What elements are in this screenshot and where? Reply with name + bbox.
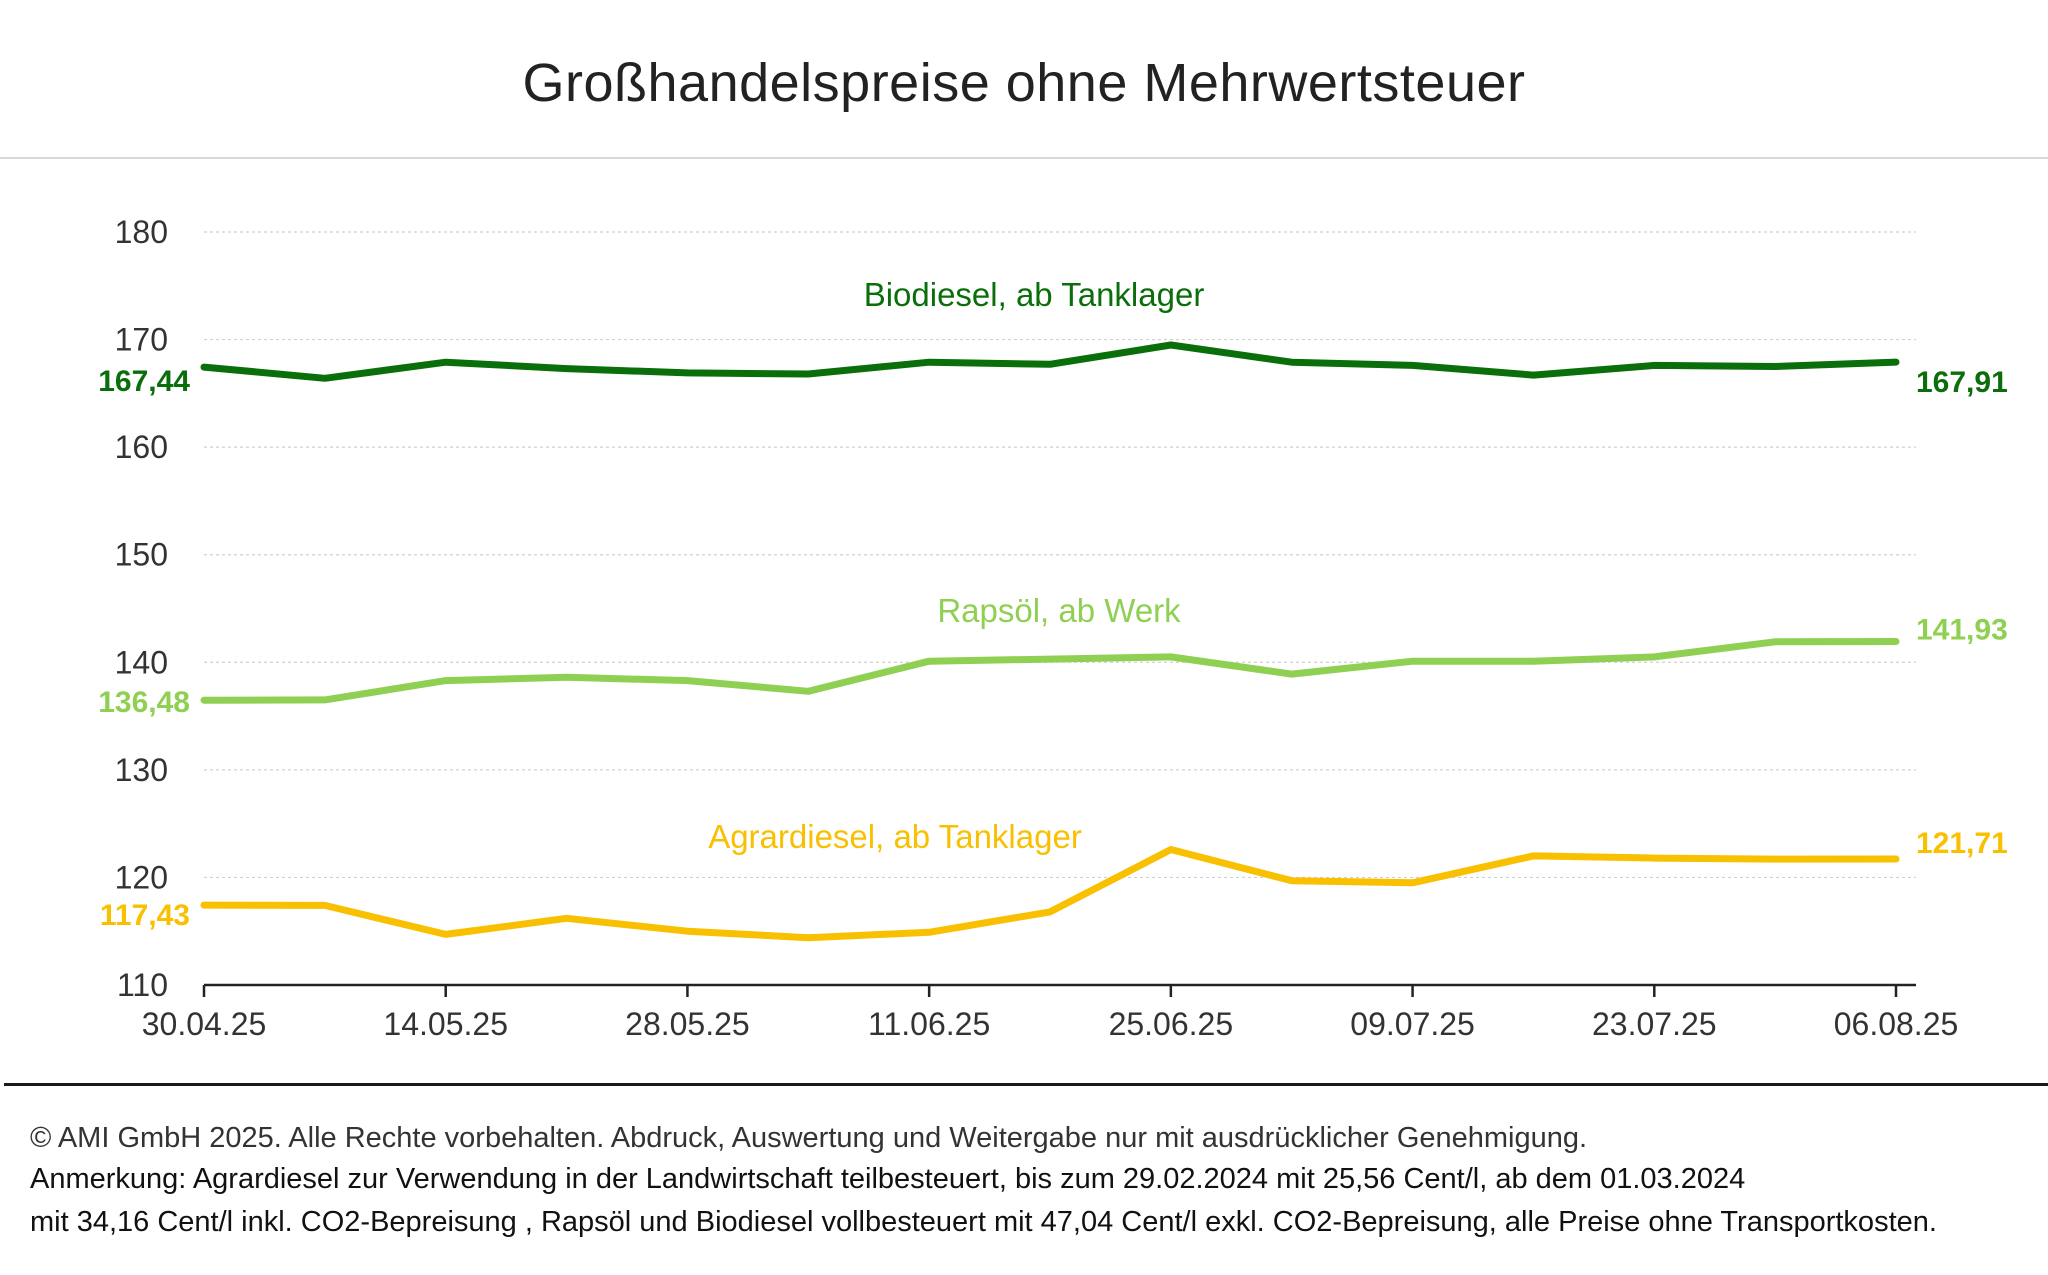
line-chart: 110 120 130 140 150 160 170 180 30.04.25 14.05.25… — [98, 214, 2008, 1042]
series-name-label: Rapsöl, ab Werk — [937, 592, 1181, 629]
x-tick-label: 25.06.25 — [1109, 1006, 1234, 1042]
y-tick-label: 180 — [115, 214, 168, 250]
x-tick-label: 06.08.25 — [1834, 1006, 1959, 1042]
x-tick-label: 23.07.25 — [1592, 1006, 1717, 1042]
y-tick-label: 140 — [115, 644, 168, 680]
x-tick-label: 11.06.25 — [868, 1006, 990, 1042]
footnote-line-2: mit 34,16 Cent/l inkl. CO2-Bepreisung , … — [30, 1206, 1937, 1238]
footnote-line-1: Anmerkung: Agrardiesel zur Verwendung in… — [30, 1163, 1746, 1195]
start-value-label: 136,48 — [98, 686, 190, 719]
copyright-text: © AMI GmbH 2025. Alle Rechte vorbehalten… — [30, 1122, 1588, 1154]
end-value-label: 167,91 — [1916, 366, 2008, 399]
footer-divider — [4, 1083, 2048, 1086]
x-tick-label: 30.04.25 — [142, 1006, 267, 1042]
end-value-label: 141,93 — [1916, 614, 2008, 647]
chart-title: Großhandelspreise ohne Mehrwertsteuer — [522, 53, 1526, 113]
y-tick-label: 170 — [115, 322, 168, 358]
y-tick-label: 130 — [115, 752, 168, 788]
series-line-1 — [200, 638, 1900, 704]
y-tick-label: 110 — [117, 967, 168, 1003]
x-tick-label: 28.05.25 — [625, 1006, 750, 1042]
start-value-label: 117,43 — [100, 899, 190, 932]
series-name-label: Agrardiesel, ab Tanklager — [708, 818, 1082, 855]
title-divider — [0, 157, 2048, 159]
x-tick-label: 09.07.25 — [1350, 1006, 1475, 1042]
y-tick-label: 150 — [115, 537, 168, 573]
end-value-label: 121,71 — [1916, 827, 2008, 860]
x-tick-label: 14.05.25 — [383, 1006, 508, 1042]
start-value-label: 167,44 — [98, 365, 190, 398]
series-name-label: Biodiesel, ab Tanklager — [864, 276, 1205, 313]
y-tick-label: 160 — [115, 429, 168, 465]
y-tick-label: 120 — [115, 859, 168, 895]
series-line-0 — [200, 341, 1900, 382]
series-line-2 — [200, 846, 1900, 942]
